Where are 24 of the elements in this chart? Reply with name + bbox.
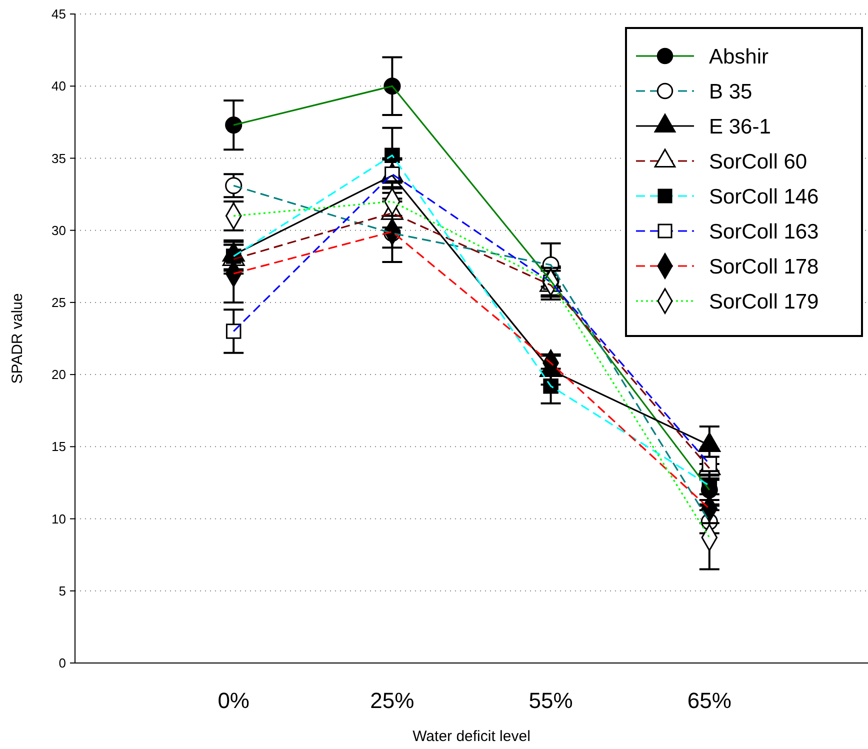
legend-label: SorColl 178: [709, 255, 819, 278]
y-tick-label: 0: [58, 656, 66, 671]
y-tick-label: 35: [52, 150, 66, 166]
y-tick-label: 10: [52, 511, 66, 526]
y-axis-title: SPADR value: [9, 293, 26, 384]
y-tick-label: 40: [52, 78, 66, 94]
legend-label: Abshir: [709, 45, 769, 68]
x-tick-label: 0%: [218, 688, 250, 713]
y-tick-label: 45: [52, 6, 66, 22]
legend-label: SorColl 163: [709, 220, 819, 244]
legend-label: B 35: [709, 80, 752, 104]
legend-label: SorColl 146: [709, 185, 819, 208]
y-tick-label: 20: [52, 367, 66, 382]
legend-label: SorColl 179: [709, 290, 819, 314]
legend-label: E 36-1: [709, 115, 771, 138]
y-tick-label: 5: [58, 583, 66, 598]
x-axis-title: Water deficit level: [412, 728, 530, 745]
y-tick-label: 15: [52, 439, 66, 454]
y-tick-label: 25: [52, 294, 66, 310]
y-tick-label: 30: [52, 222, 66, 238]
legend-label: SorColl 60: [709, 150, 808, 174]
x-tick-label: 65%: [687, 688, 732, 713]
x-tick-label: 25%: [370, 688, 414, 713]
x-tick-label: 55%: [528, 688, 573, 713]
